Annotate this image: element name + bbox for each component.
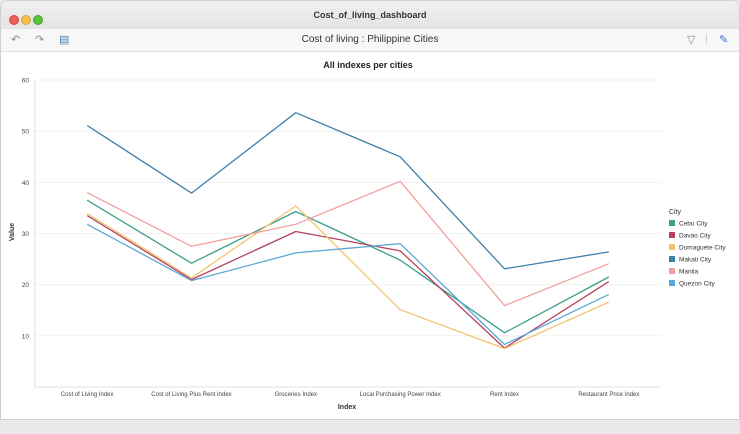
y-tick-label: 20 [22, 282, 30, 289]
legend-item-label[interactable]: Cebu City [679, 221, 708, 228]
y-tick-label: 10 [22, 333, 30, 340]
y-tick-label: 50 [22, 129, 30, 136]
filter-icon[interactable]: ▽ [687, 34, 696, 46]
legend-item-label[interactable]: Makati City [679, 257, 712, 264]
legend-item-label[interactable]: Davao City [679, 233, 712, 240]
y-tick-label: 40 [22, 180, 30, 187]
legend-item-label[interactable]: Quezon City [679, 281, 716, 288]
y-tick-label: 60 [22, 78, 30, 85]
page-icon[interactable]: ▤ [59, 34, 70, 46]
legend-swatch [669, 280, 675, 286]
legend-title: City [669, 209, 682, 216]
series-line-quezon-city[interactable] [86, 223, 610, 346]
minimize-window-button[interactable] [21, 15, 31, 25]
toolbar-divider: | [705, 33, 708, 45]
y-tick-label: 30 [22, 231, 30, 238]
x-axis: Cost of Living Index Cost of Living Plus … [61, 392, 640, 398]
x-tick-label: Local Purchasing Power Index [360, 392, 441, 398]
x-tick-label: Rent Index [490, 392, 519, 398]
undo-icon[interactable]: ↶ [11, 34, 21, 46]
series-line-dumaguete-city[interactable] [86, 205, 610, 350]
series-line-manila[interactable] [86, 180, 610, 307]
chart-area: All indexes per cities 10 20 30 40 50 60 Cost… [1, 52, 739, 419]
dashboard-title: Cost of living : Philippine Cities [301, 34, 439, 45]
toolbar: ↶ ↷ ▤ Cost of living : Philippine Cities… [1, 29, 739, 52]
legend-swatch [669, 232, 675, 238]
series-lines [86, 112, 610, 350]
series-line-makati-city[interactable] [86, 112, 609, 270]
grid [35, 79, 661, 337]
bottom-strip [0, 420, 740, 434]
x-axis-label: Index [338, 404, 356, 411]
y-axis: 10 20 30 40 50 60 [22, 78, 661, 388]
chart-title: All indexes per cities [323, 60, 413, 70]
x-tick-label: Restaurant Price Index [578, 392, 639, 398]
legend-swatch [669, 244, 675, 250]
window-title: Cost_of_living_dashboard [313, 10, 427, 20]
y-axis-label: Value [9, 223, 16, 241]
app-window: Cost_of_living_dashboard ↶ ↷ ▤ Cost of l… [0, 0, 740, 420]
redo-icon[interactable]: ↷ [35, 34, 45, 46]
legend: City Cebu City Davao City Dumaguete City Ma… [669, 209, 726, 288]
legend-item-label[interactable]: Dumaguete City [679, 245, 726, 252]
legend-item-label[interactable]: Manila [679, 269, 699, 276]
x-tick-label: Cost of Living Index [61, 392, 114, 398]
title-bar: Cost_of_living_dashboard [1, 1, 739, 30]
legend-swatch [669, 268, 675, 274]
series-line-cebu-city[interactable] [86, 199, 610, 334]
edit-icon[interactable]: ✎ [719, 34, 729, 46]
x-tick-label: Groceries Index [275, 392, 317, 398]
series-line-davao-city[interactable] [86, 215, 610, 349]
x-tick-label: Cost of Living Plus Rent Index [151, 392, 231, 398]
close-window-button[interactable] [9, 15, 19, 25]
line-chart: All indexes per cities 10 20 30 40 50 60 Cost… [9, 60, 726, 411]
legend-swatch [669, 256, 675, 262]
legend-swatch [669, 220, 675, 226]
maximize-window-button[interactable] [33, 15, 43, 25]
